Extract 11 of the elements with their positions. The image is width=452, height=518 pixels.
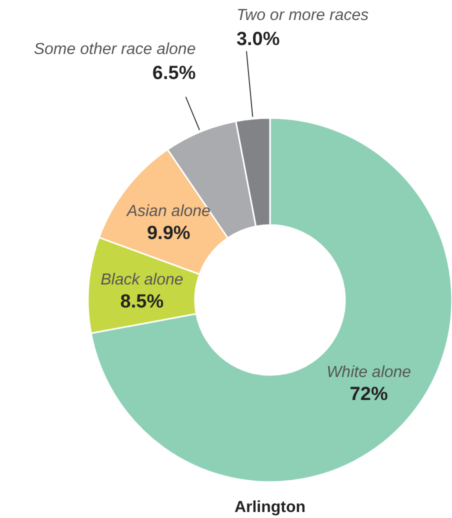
data-label: 3.0% (236, 29, 280, 50)
data-label: 8.5% (120, 291, 164, 312)
data-label: 72% (350, 384, 388, 406)
slice-label: Asian alone (126, 203, 211, 220)
slice-label: White alone (326, 364, 412, 382)
data-label: 6.5% (152, 62, 196, 84)
text: Arlington (234, 499, 306, 516)
slice-label: Black alone (100, 271, 184, 288)
data-label: 9.9% (146, 223, 190, 244)
slice-label: Some other race alone (34, 40, 196, 58)
slice-label: Two or more races (236, 7, 369, 24)
